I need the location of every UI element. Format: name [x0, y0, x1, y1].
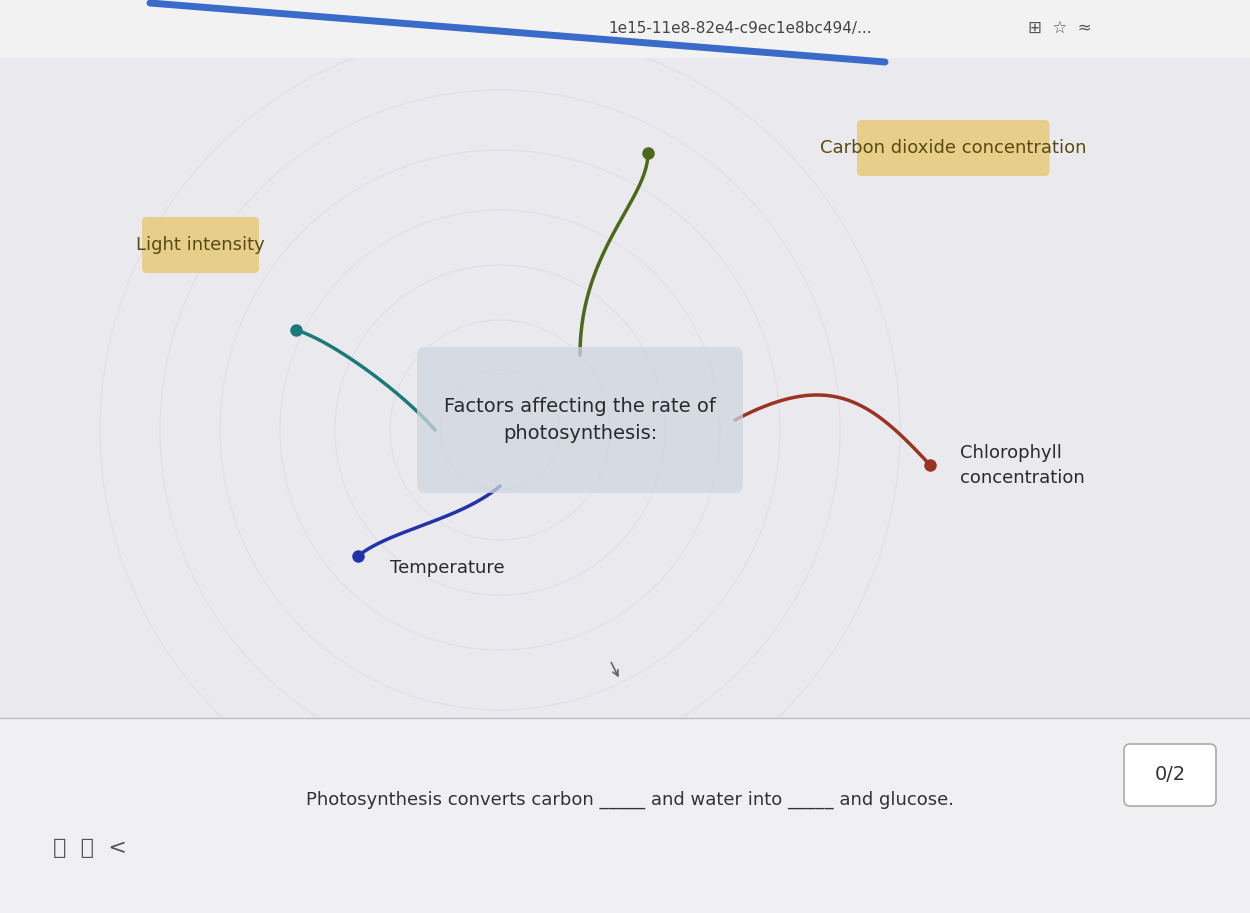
Text: Photosynthesis converts carbon _____ and water into _____ and glucose.: Photosynthesis converts carbon _____ and…: [306, 791, 954, 809]
Text: Light intensity: Light intensity: [136, 236, 265, 254]
Text: Temperature: Temperature: [390, 559, 505, 577]
FancyBboxPatch shape: [858, 120, 1050, 176]
FancyBboxPatch shape: [142, 217, 259, 273]
Text: Chlorophyll
concentration: Chlorophyll concentration: [960, 444, 1085, 487]
Text: ⊞  ☆  ≈: ⊞ ☆ ≈: [1029, 19, 1091, 37]
FancyBboxPatch shape: [418, 347, 742, 493]
Text: 🔈  🔉  <: 🔈 🔉 <: [52, 838, 127, 858]
Text: 1e15-11e8-82e4-c9ec1e8bc494/...: 1e15-11e8-82e4-c9ec1e8bc494/...: [609, 20, 871, 36]
FancyBboxPatch shape: [0, 718, 1250, 913]
FancyBboxPatch shape: [0, 0, 1250, 58]
Text: Carbon dioxide concentration: Carbon dioxide concentration: [820, 139, 1086, 157]
Text: 0/2: 0/2: [1155, 765, 1185, 784]
Text: Factors affecting the rate of
photosynthesis:: Factors affecting the rate of photosynth…: [444, 397, 716, 443]
FancyBboxPatch shape: [1124, 744, 1216, 806]
